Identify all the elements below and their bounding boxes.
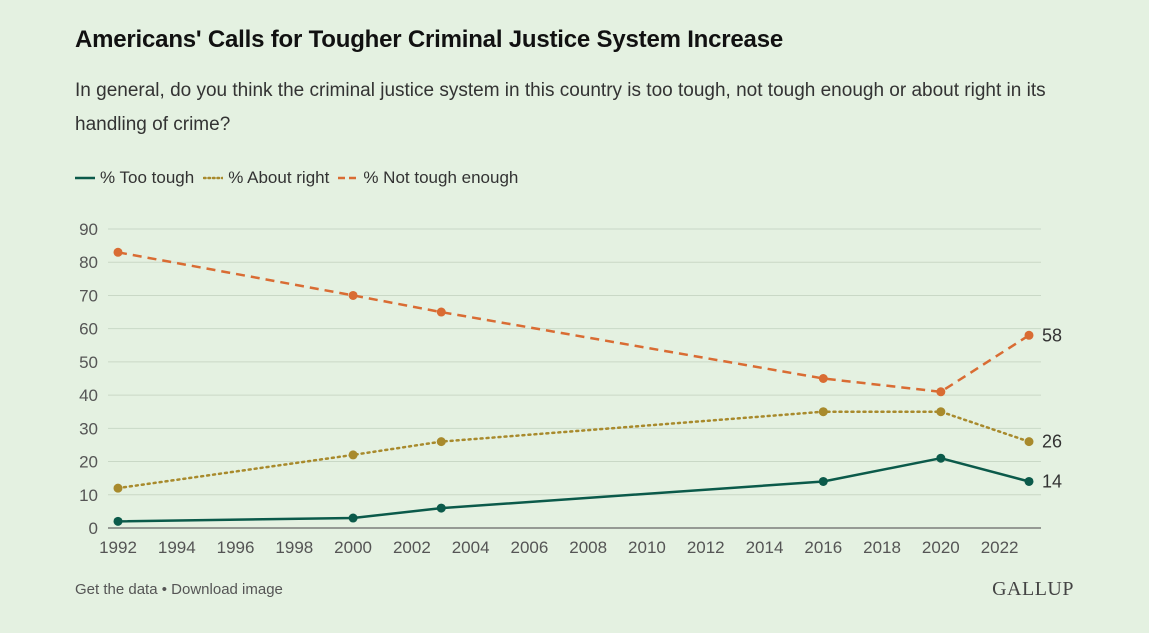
legend-label-too-tough: % Too tough — [100, 168, 195, 187]
data-point-too_tough — [1024, 476, 1034, 486]
x-tick-label: 1994 — [158, 538, 196, 557]
y-tick-label: 90 — [79, 220, 98, 239]
x-tick-label: 2018 — [863, 538, 901, 557]
x-tick-label: 2014 — [746, 538, 784, 557]
y-tick-label: 20 — [79, 453, 98, 472]
data-point-too_tough — [348, 513, 358, 523]
data-point-not_tough_enough — [936, 387, 946, 397]
data-point-too_tough — [818, 476, 828, 486]
legend-swatch-dotted — [203, 176, 224, 180]
data-point-not_tough_enough — [436, 307, 446, 317]
data-point-about_right — [1024, 437, 1034, 447]
x-tick-label: 2010 — [628, 538, 666, 557]
end-label-not_tough_enough: 58 — [1042, 325, 1062, 345]
gallup-logo: GALLUP — [992, 578, 1074, 600]
y-tick-label: 0 — [89, 519, 98, 538]
y-tick-label: 30 — [79, 419, 98, 438]
chart-subtitle: In general, do you think the criminal ju… — [75, 80, 1046, 135]
x-tick-label: 2006 — [511, 538, 549, 557]
x-tick-label: 2008 — [569, 538, 607, 557]
footer-links: Get the data • Download image — [75, 581, 283, 598]
y-tick-label: 10 — [79, 486, 98, 505]
legend-label-about-right: % About right — [228, 168, 330, 187]
series-line-too_tough — [117, 456, 1030, 523]
data-point-not_tough_enough — [113, 247, 123, 257]
y-tick-label: 80 — [79, 253, 98, 272]
data-point-too_tough — [936, 453, 946, 463]
legend-item-too-tough: % Too tough — [75, 168, 194, 188]
legend-swatch-solid — [75, 176, 95, 180]
x-tick-label: 2016 — [804, 538, 842, 557]
y-tick-label: 40 — [79, 386, 98, 405]
data-point-about_right — [113, 483, 123, 493]
data-point-not_tough_enough — [818, 374, 828, 383]
x-tick-label: 1998 — [275, 538, 313, 557]
series-line-about_right — [116, 410, 1031, 490]
x-tick-label: 1992 — [99, 538, 137, 557]
data-point-not_tough_enough — [348, 290, 358, 300]
download-image-link[interactable]: Download image — [171, 581, 283, 598]
footer-separator: • — [161, 581, 167, 598]
legend-swatch-dashed — [338, 176, 359, 180]
end-label-about_right: 26 — [1042, 432, 1062, 452]
data-point-about_right — [348, 450, 358, 460]
legend-label-not-tough-enough: % Not tough enough — [363, 168, 519, 187]
x-tick-label: 2020 — [922, 538, 960, 557]
x-tick-label: 2004 — [452, 538, 490, 557]
legend: % Too tough % About right % Not tough en… — [75, 168, 527, 188]
data-point-too_tough — [436, 503, 446, 513]
data-point-about_right — [818, 407, 828, 417]
x-tick-label: 2012 — [687, 538, 725, 557]
data-point-not_tough_enough — [1024, 330, 1034, 340]
data-point-about_right — [936, 407, 946, 417]
x-tick-label: 2002 — [393, 538, 431, 557]
x-tick-label: 2022 — [981, 538, 1019, 557]
data-point-too_tough — [113, 516, 123, 526]
y-tick-label: 50 — [79, 353, 98, 372]
series-line-not_tough_enough — [117, 251, 1030, 394]
legend-item-about-right: % About right — [203, 168, 329, 188]
end-label-too_tough: 14 — [1042, 471, 1062, 491]
y-tick-label: 60 — [79, 320, 98, 339]
x-tick-label: 2000 — [334, 538, 372, 557]
legend-item-not-tough-enough: % Not tough enough — [338, 168, 518, 188]
x-tick-label: 1996 — [217, 538, 255, 557]
chart-title: Americans' Calls for Tougher Criminal Ju… — [75, 26, 783, 53]
data-point-about_right — [436, 437, 446, 447]
get-data-link[interactable]: Get the data — [75, 581, 158, 598]
y-tick-label: 70 — [79, 286, 98, 305]
